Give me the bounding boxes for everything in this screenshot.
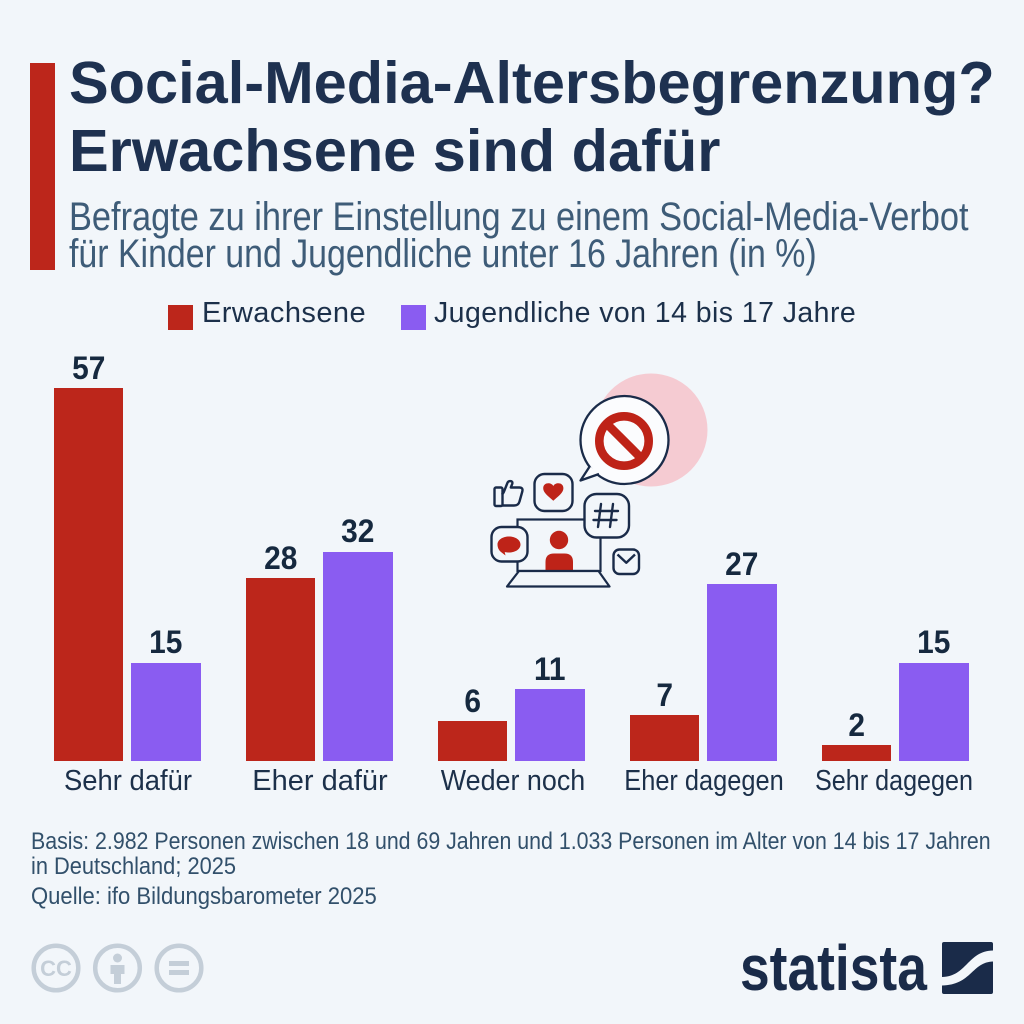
svg-text:CC: CC xyxy=(40,956,72,981)
